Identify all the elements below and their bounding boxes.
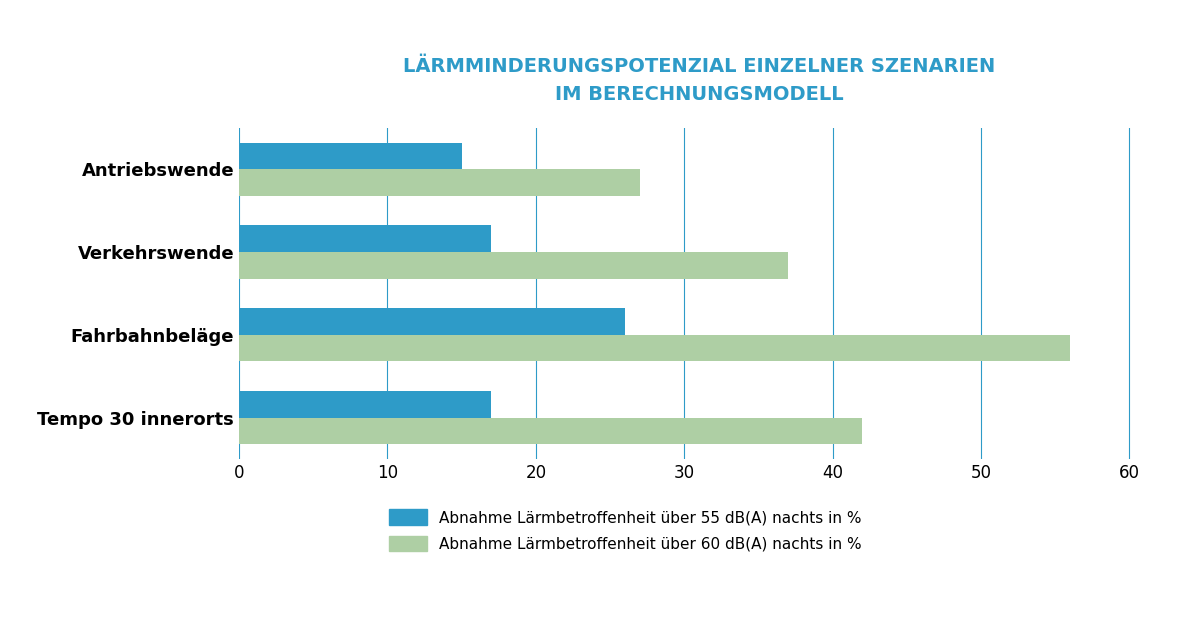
Legend: Abnahme Lärmbetroffenheit über 55 dB(A) nachts in %, Abnahme Lärmbetroffenheit ü: Abnahme Lärmbetroffenheit über 55 dB(A) … (382, 503, 868, 558)
Bar (239, 142, 461, 169)
Bar (239, 252, 789, 279)
Bar (239, 169, 639, 196)
Bar (239, 225, 491, 252)
Bar (239, 391, 491, 418)
Bar (239, 418, 863, 445)
Bar (239, 335, 1070, 362)
Bar (239, 308, 625, 335)
Title: LÄRMMINDERUNGSPOTENZIAL EINZELNER SZENARIEN
IM BERECHNUNGSMODELL: LÄRMMINDERUNGSPOTENZIAL EINZELNER SZENAR… (403, 57, 995, 104)
